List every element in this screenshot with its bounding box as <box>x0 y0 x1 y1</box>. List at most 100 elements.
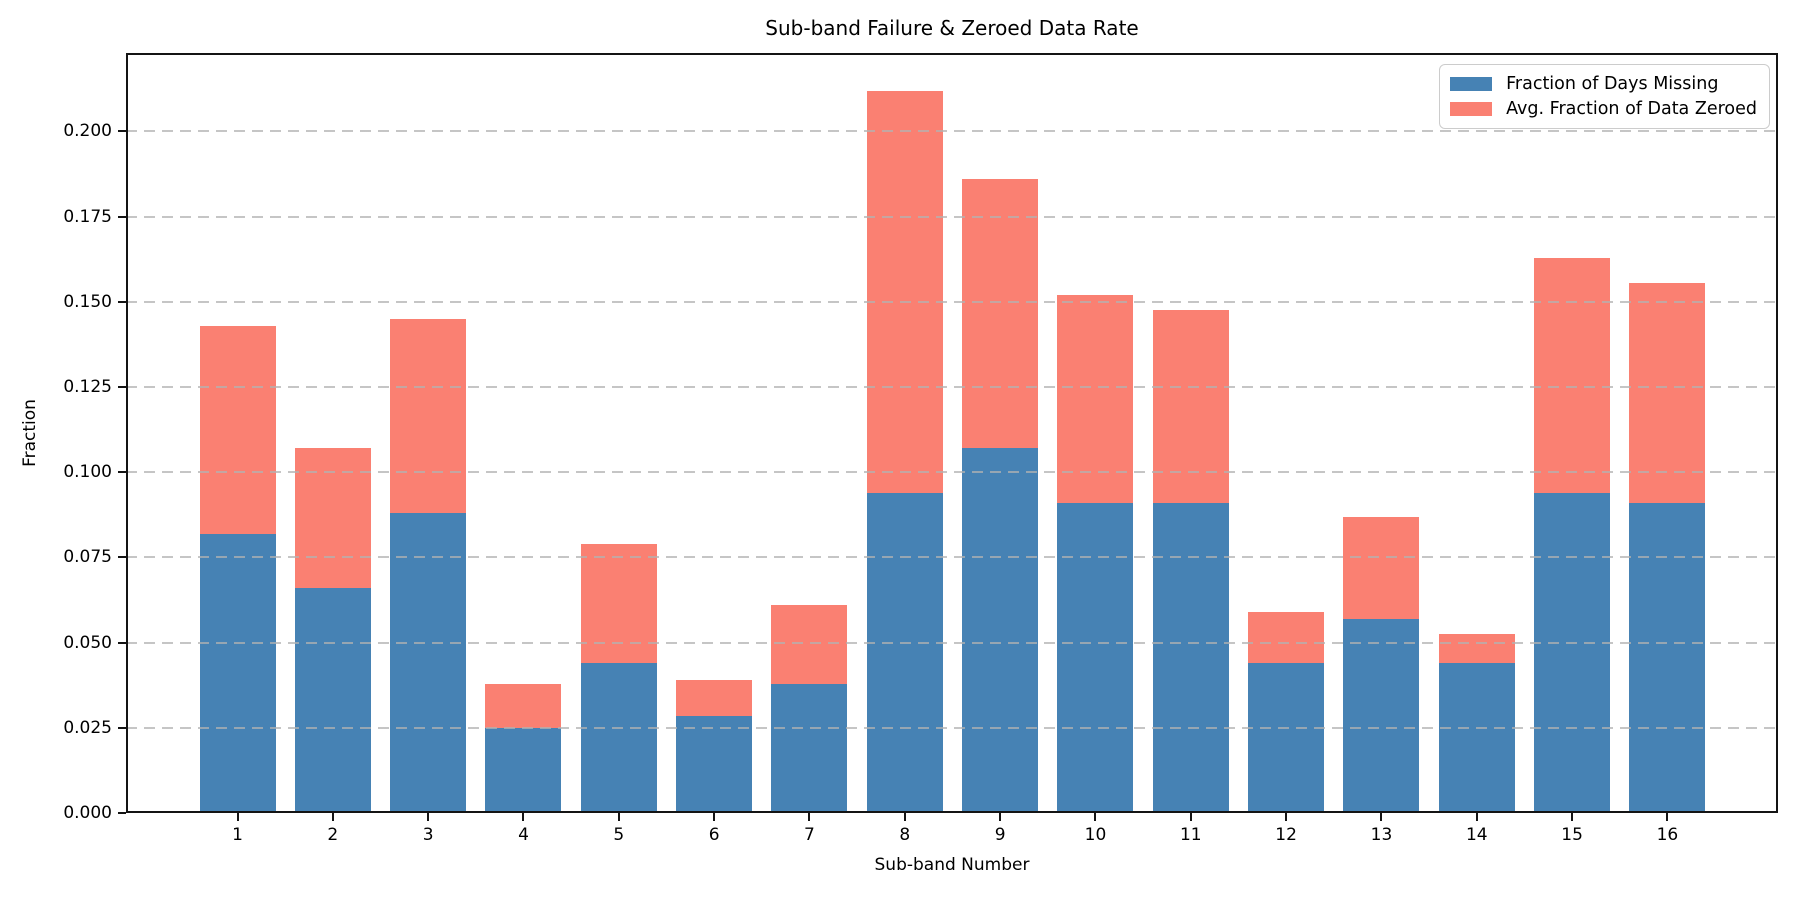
x-tick-label: 3 <box>422 825 434 845</box>
bar-segment-band9-zeroed <box>962 179 1039 449</box>
y-tick-label: 0.075 <box>63 547 112 568</box>
x-tick-label: 1 <box>232 825 243 845</box>
bar-segment-band3-zeroed <box>390 318 467 514</box>
bar-segment-band11-zeroed <box>1152 310 1229 503</box>
bar-segment-band13-missing <box>1343 618 1420 813</box>
x-tick-label: 8 <box>899 825 911 845</box>
bar-segment-band1-zeroed <box>199 325 276 534</box>
y-tick-mark <box>118 641 126 644</box>
y-tick-label: 0.125 <box>63 376 112 397</box>
x-axis-label: Sub-band Number <box>874 855 1030 875</box>
gridline-y-0.025 <box>126 726 1778 729</box>
x-tick-mark <box>1380 813 1383 821</box>
x-tick-mark <box>1094 813 1097 821</box>
legend-swatch-days-missing <box>1450 77 1493 91</box>
x-tick-label: 14 <box>1465 825 1488 845</box>
bar-segment-band2-missing <box>294 588 371 813</box>
legend-entry-days-missing: Fraction of Days Missing <box>1450 74 1757 94</box>
bar-segment-band1-missing <box>199 533 276 813</box>
plot-border <box>126 53 1778 813</box>
y-tick-mark <box>118 556 126 559</box>
x-tick-mark <box>903 813 906 821</box>
x-tick-mark <box>808 813 811 821</box>
x-tick-mark <box>1189 813 1192 821</box>
legend-entry-data-zeroed: Avg. Fraction of Data Zeroed <box>1450 99 1757 119</box>
y-tick-mark <box>118 215 126 218</box>
x-tick-mark <box>617 813 620 821</box>
plot-area: Fraction of Days Missing Avg. Fraction o… <box>126 53 1778 813</box>
bar-segment-band15-missing <box>1534 492 1611 813</box>
bar-segment-band12-missing <box>1248 663 1325 813</box>
x-tick-mark <box>1571 813 1574 821</box>
y-tick-label: 0.150 <box>63 291 112 312</box>
x-tick-label: 5 <box>613 825 625 845</box>
x-tick-label: 6 <box>708 825 720 845</box>
bar-segment-band13-zeroed <box>1343 516 1420 619</box>
bar-segment-band10-missing <box>1057 502 1134 813</box>
x-tick-mark <box>1475 813 1478 821</box>
bar-segment-band7-missing <box>771 683 848 813</box>
bar-segment-band10-zeroed <box>1057 294 1134 503</box>
x-tick-label: 11 <box>1179 825 1202 845</box>
bar-segment-band5-missing <box>580 663 657 813</box>
x-tick-label: 9 <box>994 825 1006 845</box>
bar-segment-band14-missing <box>1438 663 1515 813</box>
gridline-y-0.100 <box>126 471 1778 474</box>
y-tick-mark <box>118 726 126 729</box>
bar-segment-band8-missing <box>866 492 943 813</box>
y-tick-label: 0.200 <box>63 121 112 142</box>
y-tick-label: 0.000 <box>63 803 112 823</box>
gridline-y-0.075 <box>126 556 1778 559</box>
y-tick-mark <box>118 300 126 303</box>
bar-segment-band6-missing <box>676 715 753 813</box>
x-tick-label: 7 <box>804 825 815 845</box>
y-tick-label: 0.025 <box>63 717 112 738</box>
y-tick-mark <box>118 812 126 814</box>
x-tick-label: 16 <box>1656 825 1679 845</box>
bar-segment-band5-zeroed <box>580 543 657 664</box>
x-tick-mark <box>1666 813 1669 821</box>
gridline-y-0.150 <box>126 300 1778 303</box>
y-tick-mark <box>118 130 126 133</box>
legend-label-data-zeroed: Avg. Fraction of Data Zeroed <box>1506 99 1757 119</box>
bar-segment-band6-zeroed <box>676 680 753 716</box>
bar-segment-band4-zeroed <box>485 683 562 728</box>
x-tick-label: 12 <box>1275 825 1297 845</box>
x-tick-mark <box>236 813 239 821</box>
y-tick-mark <box>118 385 126 388</box>
y-tick-label: 0.050 <box>63 632 112 653</box>
gridline-y-0.125 <box>126 385 1778 388</box>
chart-title: Sub-band Failure & Zeroed Data Rate <box>765 16 1139 40</box>
bar-segment-band9-missing <box>962 448 1039 813</box>
bar-segment-band11-missing <box>1152 502 1229 813</box>
legend: Fraction of Days Missing Avg. Fraction o… <box>1439 64 1770 129</box>
bar-segment-band15-zeroed <box>1534 257 1611 493</box>
x-tick-label: 2 <box>327 825 339 845</box>
y-tick-mark <box>118 471 126 474</box>
x-tick-label: 13 <box>1370 825 1393 845</box>
legend-label-days-missing: Fraction of Days Missing <box>1506 74 1719 94</box>
bar-segment-band3-missing <box>390 513 467 813</box>
gridline-y-0.175 <box>126 215 1778 218</box>
x-tick-mark <box>1285 813 1288 821</box>
x-tick-label: 15 <box>1561 825 1583 845</box>
x-tick-label: 4 <box>518 825 529 845</box>
x-tick-mark <box>427 813 430 821</box>
bar-segment-band2-zeroed <box>294 448 371 589</box>
x-tick-mark <box>522 813 525 821</box>
x-tick-mark <box>713 813 716 821</box>
bar-segment-band16-zeroed <box>1629 283 1706 503</box>
legend-swatch-data-zeroed <box>1450 102 1493 116</box>
bar-segment-band12-zeroed <box>1248 611 1325 664</box>
gridline-y-0.200 <box>126 130 1778 133</box>
gridline-y-0.050 <box>126 641 1778 644</box>
bar-segment-band4-missing <box>485 727 562 813</box>
bar-segment-band14-zeroed <box>1438 634 1515 664</box>
x-tick-label: 10 <box>1084 825 1107 845</box>
x-tick-mark <box>331 813 334 821</box>
bar-segment-band7-zeroed <box>771 605 848 684</box>
y-tick-label: 0.100 <box>63 462 112 483</box>
x-tick-mark <box>999 813 1002 821</box>
y-axis-label: Fraction <box>20 399 40 467</box>
